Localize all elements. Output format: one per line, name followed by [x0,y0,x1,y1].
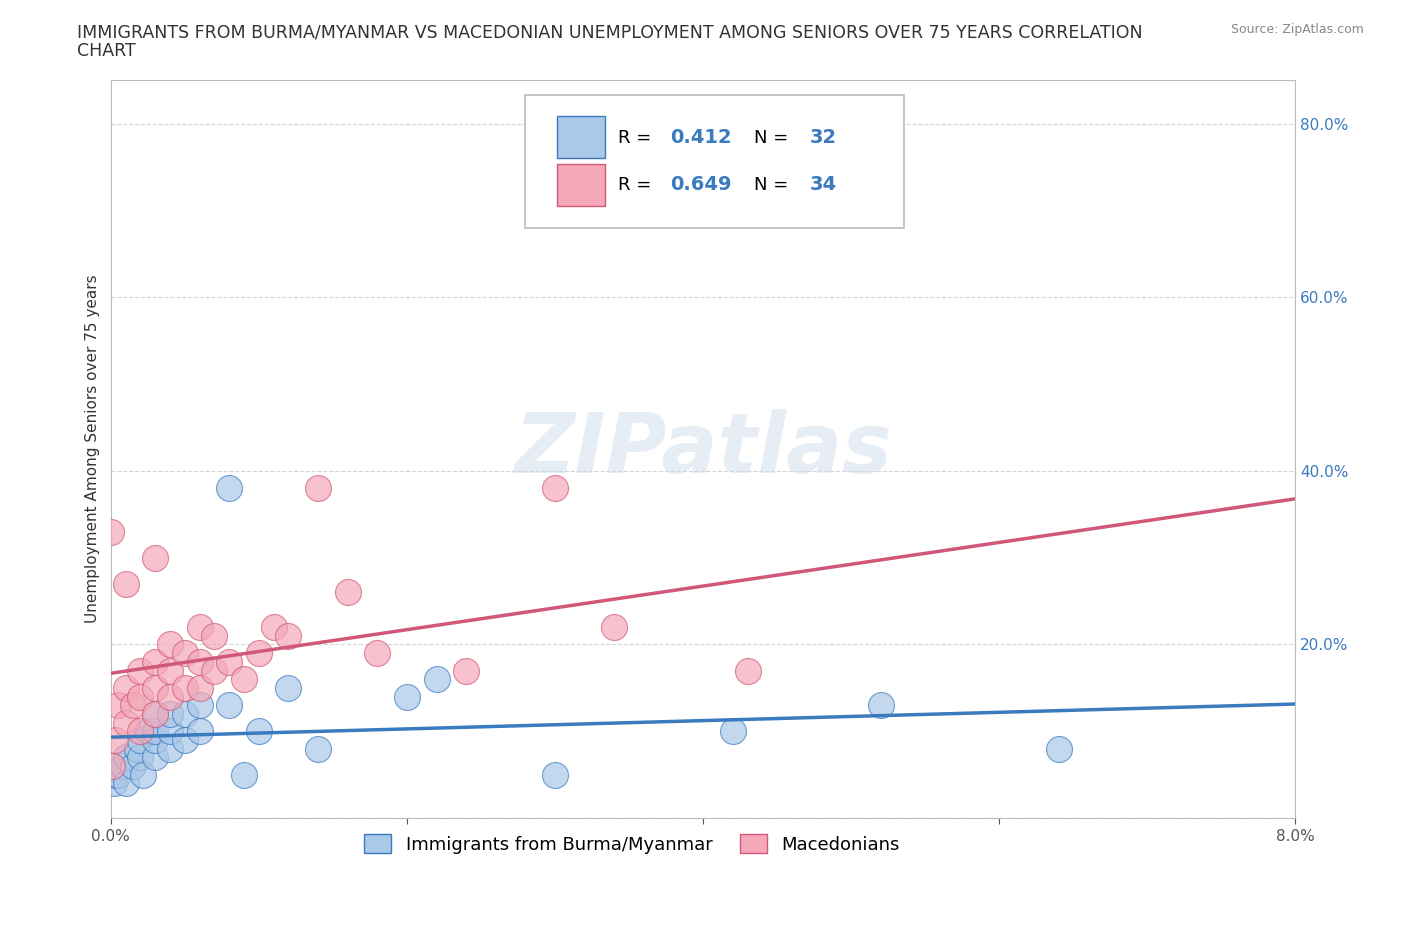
Point [114,776,136,790]
Point [159,689,181,704]
Point [188,619,211,634]
Point [101,759,124,774]
Point [188,681,211,696]
Point [247,724,270,738]
Point [159,724,181,738]
FancyBboxPatch shape [557,165,605,206]
Point [202,629,225,644]
Text: R =: R = [617,176,657,193]
Point [129,724,152,738]
Text: 34: 34 [810,176,837,194]
Point [277,629,299,644]
Point [277,681,299,696]
Point [104,767,127,782]
Point [159,707,181,722]
Text: 0.412: 0.412 [669,128,731,147]
Legend: Immigrants from Burma/Myanmar, Macedonians: Immigrants from Burma/Myanmar, Macedonia… [357,827,907,861]
Point [129,750,152,764]
Point [869,698,891,712]
Point [159,637,181,652]
Text: IMMIGRANTS FROM BURMA/MYANMAR VS MACEDONIAN UNEMPLOYMENT AMONG SENIORS OVER 75 Y: IMMIGRANTS FROM BURMA/MYANMAR VS MACEDON… [77,23,1143,41]
FancyBboxPatch shape [557,116,605,158]
Point [104,733,127,748]
Point [111,759,134,774]
Point [425,671,447,686]
Point [143,707,166,722]
Point [1047,741,1070,756]
Text: ZIPatlas: ZIPatlas [515,408,891,489]
Point [202,663,225,678]
Point [218,655,240,670]
Point [307,741,329,756]
FancyBboxPatch shape [526,95,904,228]
Point [159,663,181,678]
Point [114,715,136,730]
Point [188,655,211,670]
Point [603,619,626,634]
Point [263,619,285,634]
Point [114,577,136,591]
Point [127,741,149,756]
Text: 32: 32 [810,128,837,147]
Point [129,733,152,748]
Point [173,733,195,748]
Point [100,525,122,539]
Point [173,707,195,722]
Point [544,767,567,782]
Point [107,767,129,782]
Text: N =: N = [754,176,794,193]
Y-axis label: Unemployment Among Seniors over 75 years: Unemployment Among Seniors over 75 years [86,274,100,623]
Point [173,681,195,696]
Point [136,724,159,738]
Point [173,645,195,660]
Point [114,750,136,764]
Point [159,741,181,756]
Point [122,759,145,774]
Point [737,663,759,678]
Point [188,724,211,738]
Point [336,585,359,600]
Point [143,724,166,738]
Text: 0.649: 0.649 [669,176,731,194]
Point [218,481,240,496]
Point [103,776,125,790]
Point [218,698,240,712]
Point [143,681,166,696]
Point [143,707,166,722]
Point [122,698,145,712]
Text: N =: N = [754,128,794,147]
Text: Source: ZipAtlas.com: Source: ZipAtlas.com [1230,23,1364,36]
Point [456,663,478,678]
Point [129,689,152,704]
Point [132,767,155,782]
Text: R =: R = [617,128,657,147]
Point [233,767,256,782]
Point [366,645,388,660]
Point [143,750,166,764]
Point [114,681,136,696]
Point [544,481,567,496]
Point [143,551,166,565]
Point [143,733,166,748]
Point [143,655,166,670]
Point [233,671,256,686]
Point [395,689,418,704]
Point [129,663,152,678]
Point [307,481,329,496]
Point [721,724,744,738]
Point [247,645,270,660]
Point [188,698,211,712]
Point [107,698,129,712]
Text: CHART: CHART [77,42,136,60]
